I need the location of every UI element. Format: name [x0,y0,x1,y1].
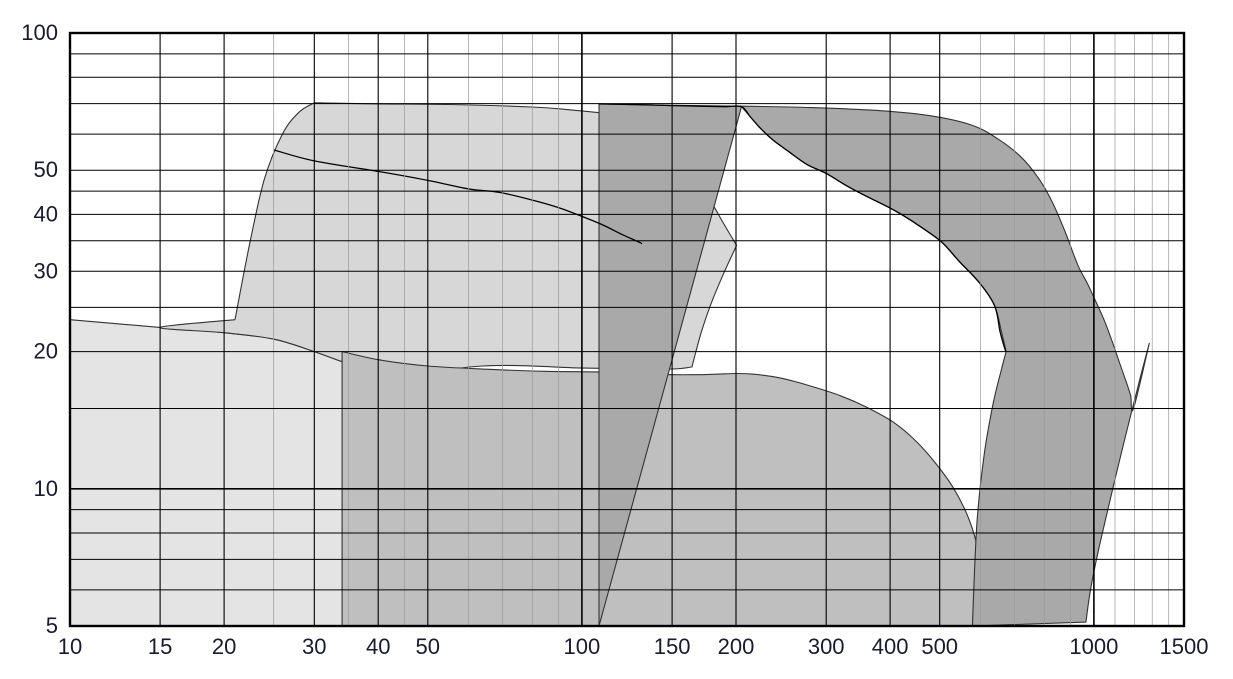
svg-text:30: 30 [302,634,326,659]
svg-text:40: 40 [34,201,58,226]
svg-text:400: 400 [872,634,909,659]
svg-text:20: 20 [212,634,236,659]
svg-text:300: 300 [808,634,845,659]
svg-text:500: 500 [921,634,958,659]
svg-text:10: 10 [34,476,58,501]
svg-text:100: 100 [564,634,601,659]
svg-text:50: 50 [34,157,58,182]
svg-text:150: 150 [654,634,691,659]
svg-text:5: 5 [46,613,58,638]
svg-text:20: 20 [34,339,58,364]
svg-text:10: 10 [58,634,82,659]
svg-text:40: 40 [366,634,390,659]
svg-text:50: 50 [416,634,440,659]
svg-text:100: 100 [21,20,58,45]
svg-text:200: 200 [718,634,755,659]
svg-text:1000: 1000 [1069,634,1118,659]
svg-text:1500: 1500 [1160,634,1209,659]
svg-text:30: 30 [34,258,58,283]
svg-text:15: 15 [148,634,172,659]
